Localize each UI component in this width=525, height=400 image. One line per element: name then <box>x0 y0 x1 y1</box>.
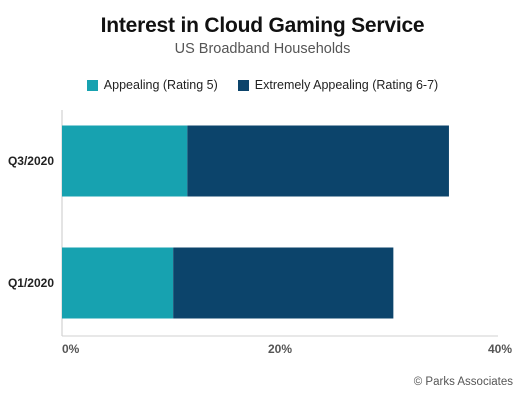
category-label: Q1/2020 <box>8 276 54 290</box>
legend: Appealing (Rating 5) Extremely Appealing… <box>0 78 525 92</box>
legend-item-extremely-appealing: Extremely Appealing (Rating 6-7) <box>237 78 439 92</box>
chart-subtitle: US Broadband Households <box>174 41 351 57</box>
bar-Q3-2020-series-1 <box>187 125 449 197</box>
legend-swatch-appealing <box>86 79 98 91</box>
bar-Q3-2020-series-0 <box>62 125 188 197</box>
x-tick-label: 20% <box>268 342 292 356</box>
chart-title: Interest in Cloud Gaming Service <box>100 14 425 37</box>
legend-swatch-extremely-appealing <box>237 79 249 91</box>
legend-item-appealing: Appealing (Rating 5) <box>86 78 218 92</box>
source-credit: © Parks Associates <box>413 376 513 388</box>
x-tick-label: 40% <box>488 342 512 356</box>
category-label: Q3/2020 <box>8 154 54 168</box>
legend-label-appealing: Appealing (Rating 5) <box>103 78 218 92</box>
bar-Q1-2020-series-0 <box>62 247 174 319</box>
legend-label-extremely-appealing: Extremely Appealing (Rating 6-7) <box>254 78 439 92</box>
x-tick-label: 0% <box>62 342 80 356</box>
bar-Q1-2020-series-1 <box>173 247 394 319</box>
